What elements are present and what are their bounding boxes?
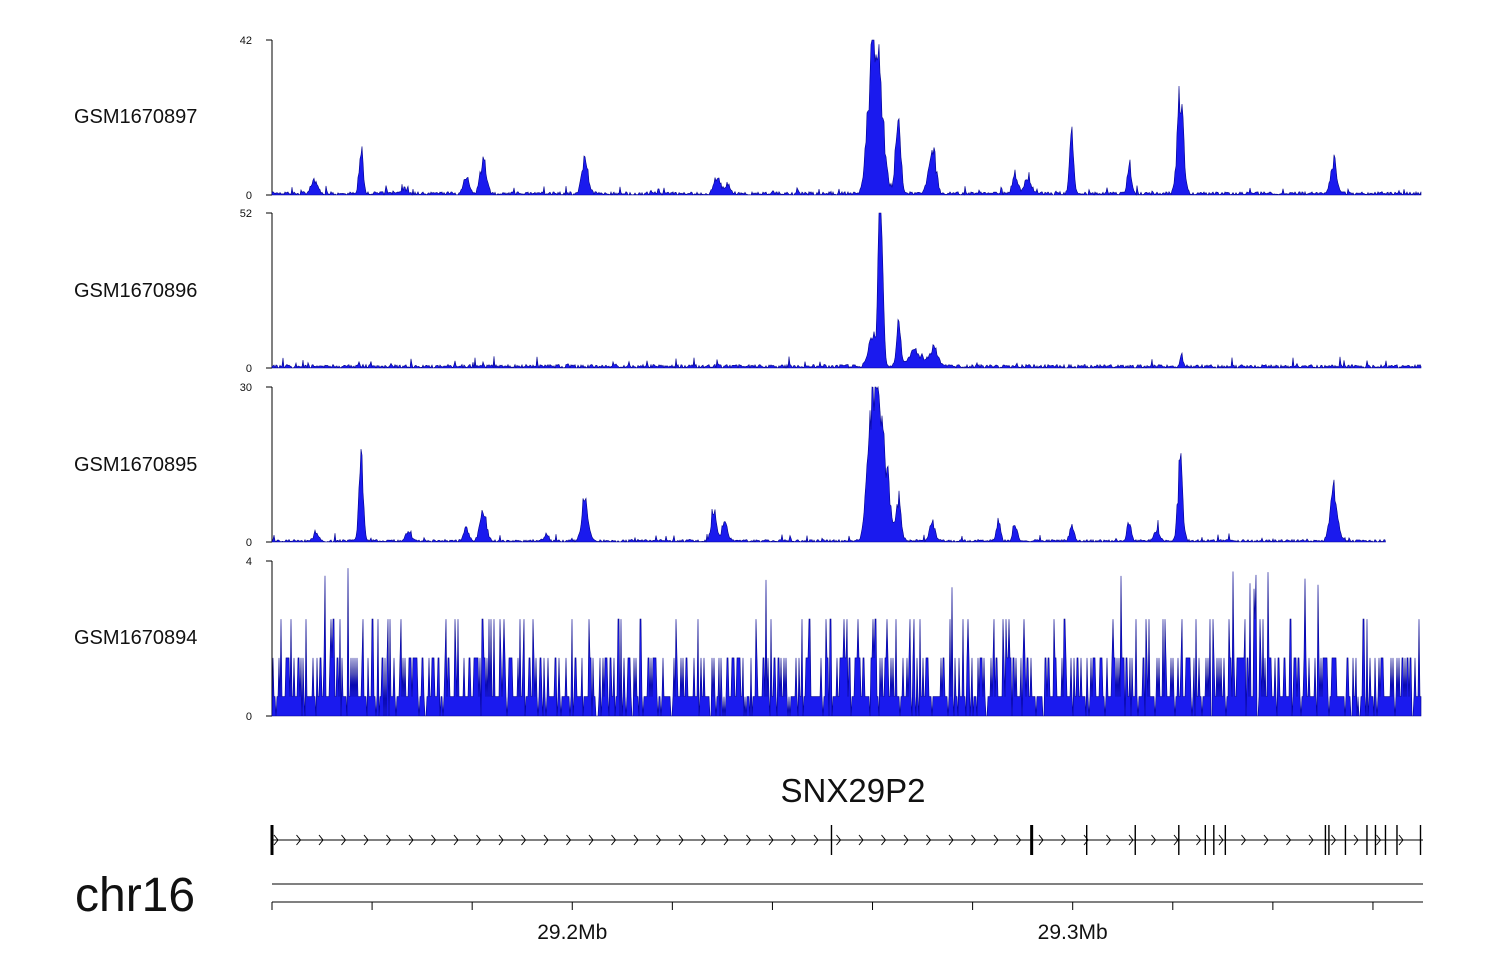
strand-arrow xyxy=(926,834,932,846)
strand-arrow xyxy=(521,834,527,846)
x-tick-label: 29.2Mb xyxy=(537,921,607,944)
strand-arrow xyxy=(633,834,639,846)
strand-arrow xyxy=(1353,834,1359,846)
track-gsm1670894: GSM1670894 4 0 xyxy=(74,556,1422,723)
strand-arrow xyxy=(363,834,369,846)
y-tick-label-zero: 0 xyxy=(246,363,252,375)
strand-arrow xyxy=(836,834,842,846)
strand-arrow xyxy=(903,834,909,846)
strand-arrow xyxy=(791,834,797,846)
y-tick-label-max: 42 xyxy=(240,35,252,47)
strand-arrow xyxy=(656,834,662,846)
strand-arrow xyxy=(993,834,999,846)
gene-annotation-track: SNX29P2 xyxy=(270,772,1423,855)
strand-arrow xyxy=(1016,834,1022,846)
y-tick-label-max: 4 xyxy=(246,556,252,568)
strand-arrow xyxy=(1263,834,1269,846)
strand-arrow xyxy=(1398,834,1404,846)
strand-arrow xyxy=(386,834,392,846)
strand-arrow xyxy=(1308,834,1314,846)
coverage-tracks: GSM1670897420GSM1670896520GSM1670895300G… xyxy=(74,35,1422,723)
strand-arrow xyxy=(1331,834,1337,846)
x-tick-label: 29.3Mb xyxy=(1038,921,1108,944)
gene-model xyxy=(270,825,1423,855)
strand-arrow xyxy=(1173,834,1179,846)
strand-arrow xyxy=(543,834,549,846)
y-tick-label-max: 30 xyxy=(240,382,252,394)
strand-arrow xyxy=(723,834,729,846)
strand-arrow xyxy=(408,834,414,846)
strand-arrow xyxy=(858,834,864,846)
strand-arrow xyxy=(273,834,279,846)
strand-arrow xyxy=(971,834,977,846)
strand-arrow xyxy=(498,834,504,846)
strand-arrow xyxy=(768,834,774,846)
strand-arrow xyxy=(318,834,324,846)
strand-arrow xyxy=(813,834,819,846)
strand-arrow xyxy=(1038,834,1044,846)
track-gsm1670897: GSM1670897 42 0 xyxy=(74,35,1422,202)
strand-arrow xyxy=(566,834,572,846)
strand-arrow xyxy=(1083,834,1089,846)
strand-arrow xyxy=(948,834,954,846)
y-tick-label-zero: 0 xyxy=(246,711,252,723)
coverage-area xyxy=(271,568,1422,717)
x-axis: 29.2Mb 29.3Mb xyxy=(271,901,1423,944)
strand-arrow xyxy=(588,834,594,846)
genomic-axis: chr16 29.2Mb 29.3Mb xyxy=(75,869,1423,944)
track-label: GSM1670896 xyxy=(74,280,197,302)
y-tick-label-zero: 0 xyxy=(246,190,252,202)
strand-arrow xyxy=(1061,834,1067,846)
track-label: GSM1670897 xyxy=(74,106,197,128)
strand-arrow xyxy=(453,834,459,846)
strand-arrow xyxy=(1376,834,1382,846)
strand-arrow xyxy=(1151,834,1157,846)
strand-arrow xyxy=(881,834,887,846)
track-gsm1670895: GSM1670895 30 0 xyxy=(74,382,1386,549)
coverage-area xyxy=(271,385,1386,543)
strand-arrow xyxy=(611,834,617,846)
track-label: GSM1670894 xyxy=(74,627,197,649)
strand-arrow xyxy=(1241,834,1247,846)
strand-arrow xyxy=(296,834,302,846)
track-label: GSM1670895 xyxy=(74,454,197,476)
strand-arrow xyxy=(431,834,437,846)
coverage-area xyxy=(271,212,1422,369)
strand-arrow xyxy=(1106,834,1112,846)
strand-arrow xyxy=(476,834,482,846)
chromosome-label: chr16 xyxy=(75,869,195,922)
strand-arrow xyxy=(701,834,707,846)
strand-arrow xyxy=(341,834,347,846)
track-gsm1670896: GSM1670896 52 0 xyxy=(74,208,1422,375)
gene-name-label: SNX29P2 xyxy=(781,772,926,809)
y-tick-label-max: 52 xyxy=(240,208,252,220)
coverage-area xyxy=(271,39,1422,196)
y-tick-label-zero: 0 xyxy=(246,537,252,549)
strand-arrow xyxy=(678,834,684,846)
strand-arrow xyxy=(1128,834,1134,846)
strand-arrow xyxy=(1286,834,1292,846)
strand-arrow xyxy=(1196,834,1202,846)
strand-arrow xyxy=(1218,834,1224,846)
strand-arrow xyxy=(746,834,752,846)
